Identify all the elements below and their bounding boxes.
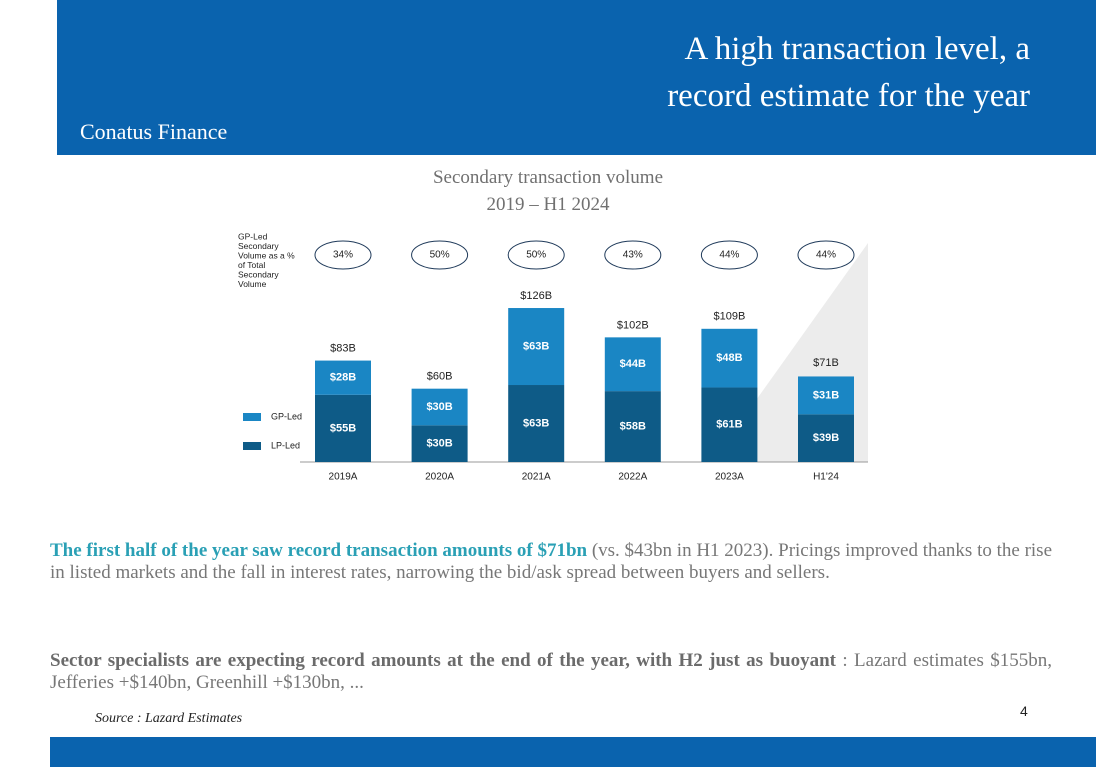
bar-segment xyxy=(701,328,758,388)
value-label: $48B xyxy=(716,352,742,364)
value-label: $55B xyxy=(330,422,356,434)
bar-segment xyxy=(508,385,565,462)
share-axis-label: Volume xyxy=(238,279,267,289)
value-label: $61B xyxy=(716,419,742,431)
legend-label: GP-Led xyxy=(271,411,302,421)
bar-segment xyxy=(798,414,854,462)
lead: The first half of the year saw record tr… xyxy=(50,540,588,561)
share-label: 43% xyxy=(623,250,643,261)
bar-segment xyxy=(411,388,468,426)
share-bubble xyxy=(507,240,565,270)
share-bubble xyxy=(604,240,662,270)
footer-band xyxy=(50,737,1096,767)
share-bubble xyxy=(411,240,469,270)
value-label: $28B xyxy=(330,372,356,384)
body: : Lazard estimates $155bn, Jefferies +$1… xyxy=(50,650,1052,693)
paragraph: Sector specialists are expecting record … xyxy=(50,650,1052,694)
legend-swatch xyxy=(243,413,261,421)
legend-swatch xyxy=(243,442,261,450)
bar-segment xyxy=(315,360,371,395)
source: Source : Lazard Estimates xyxy=(95,711,243,726)
value-label: $63B xyxy=(523,417,549,429)
bar-segment xyxy=(604,337,661,392)
body: (vs. $43bn in H1 2023). Pricings improve… xyxy=(50,540,1053,583)
total-label: $109B xyxy=(713,311,745,323)
share-label: 50% xyxy=(526,250,546,261)
chart-title: Secondary transaction volume xyxy=(432,167,664,188)
share-axis-label: Volume as a % xyxy=(238,250,295,260)
share-label: 50% xyxy=(430,250,450,261)
share-label: 34% xyxy=(333,250,353,261)
total-label: $83B xyxy=(330,342,356,354)
value-label: $31B xyxy=(813,389,839,401)
bar-segment xyxy=(798,376,854,415)
slide-title: A high transaction level, a record estim… xyxy=(667,26,1030,120)
x-tick-label: 2023A xyxy=(715,472,744,483)
value-label: $63B xyxy=(523,340,549,352)
share-axis-label: Secondary xyxy=(238,241,279,251)
share-bubble xyxy=(700,240,758,270)
x-tick-label: 2020A xyxy=(425,472,454,483)
share-axis-label: Secondary xyxy=(238,269,279,279)
header-band: A high transaction level, a record estim… xyxy=(57,0,1096,155)
value-label: $30B xyxy=(426,438,452,450)
title-line: record estimate for the year xyxy=(667,78,1030,114)
paragraph: The first half of the year saw record tr… xyxy=(50,540,1052,584)
page-number: 4 xyxy=(1020,703,1028,719)
value-label: $30B xyxy=(426,401,452,413)
share-label: 44% xyxy=(816,250,836,261)
total-label: $102B xyxy=(617,319,649,331)
chart-subtitle: 2019 – H1 2024 xyxy=(486,194,610,215)
total-label: $60B xyxy=(427,371,453,383)
bar-segment xyxy=(508,308,565,386)
share-axis-label: GP-Led xyxy=(238,231,268,241)
x-tick-label: H1'24 xyxy=(813,472,839,483)
total-label: $126B xyxy=(520,290,552,302)
share-label: 44% xyxy=(719,250,739,261)
bar-segment xyxy=(411,425,468,462)
share-bubble xyxy=(797,240,855,270)
brand: Conatus Finance xyxy=(80,119,228,144)
value-label: $58B xyxy=(620,420,646,432)
x-tick-label: 2021A xyxy=(522,472,551,483)
title-line: A high transaction level, a xyxy=(684,31,1031,67)
bar-segment xyxy=(315,394,371,462)
value-label: $39B xyxy=(813,432,839,444)
lead: Sector specialists are expecting record … xyxy=(50,650,836,671)
total-label: $71B xyxy=(813,357,839,369)
share-axis-label: of Total xyxy=(238,260,265,270)
bar-segment xyxy=(701,387,758,462)
share-bubble xyxy=(314,240,372,270)
legend-label: LP-Led xyxy=(271,440,300,450)
x-tick-label: 2022A xyxy=(618,472,647,483)
value-label: $44B xyxy=(620,358,646,370)
x-tick-label: 2019A xyxy=(329,472,358,483)
bar-segment xyxy=(604,391,661,462)
